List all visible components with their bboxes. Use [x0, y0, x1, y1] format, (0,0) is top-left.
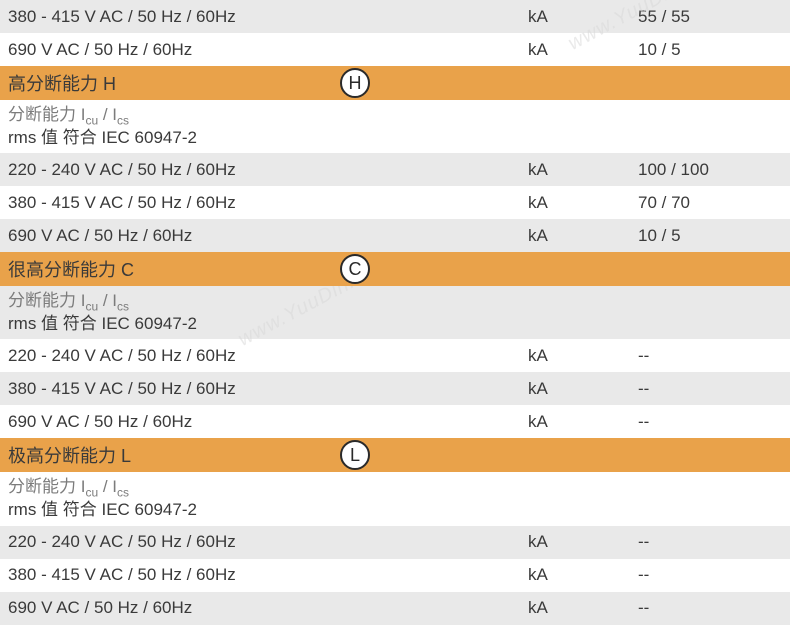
row-unit: kA [528, 598, 638, 618]
row-label: 690 V AC / 50 Hz / 60Hz [8, 598, 528, 618]
badge-h-icon: H [340, 68, 370, 98]
table-row: 690 V AC / 50 Hz / 60Hz kA -- [0, 592, 790, 625]
row-label: 380 - 415 V AC / 50 Hz / 60Hz [8, 379, 528, 399]
table-row: 690 V AC / 50 Hz / 60Hz kA 10 / 5 [0, 219, 790, 252]
section-title: 很高分断能力 C [8, 256, 134, 282]
subheader-sub: cs [117, 113, 129, 127]
row-unit: kA [528, 565, 638, 585]
section-title: 极高分断能力 L [8, 442, 131, 468]
row-unit: kA [528, 412, 638, 432]
row-value: 10 / 5 [638, 40, 782, 60]
row-value: -- [638, 379, 782, 399]
row-label: 380 - 415 V AC / 50 Hz / 60Hz [8, 7, 528, 27]
table-row: 220 - 240 V AC / 50 Hz / 60Hz kA -- [0, 339, 790, 372]
subheader-part: / I [98, 291, 117, 310]
row-value: 70 / 70 [638, 193, 782, 213]
subheader-part: 分断能力 I [8, 291, 85, 310]
subheader-text: 分断能力 Icu / Ics rms 值 符合 IEC 60947-2 [8, 477, 197, 520]
subheader-part: 分断能力 I [8, 477, 85, 496]
table-row: 690 V AC / 50 Hz / 60Hz kA 10 / 5 [0, 33, 790, 66]
table-row: 380 - 415 V AC / 50 Hz / 60Hz kA 55 / 55 [0, 0, 790, 33]
row-unit: kA [528, 193, 638, 213]
subheader-line2: rms 值 符合 IEC 60947-2 [8, 500, 197, 519]
section-title: 高分断能力 H [8, 70, 116, 96]
row-value: -- [638, 598, 782, 618]
subheader-text: 分断能力 Icu / Ics rms 值 符合 IEC 60947-2 [8, 105, 197, 148]
subheader-sub: cu [85, 113, 98, 127]
subheader-row: 分断能力 Icu / Ics rms 值 符合 IEC 60947-2 [0, 472, 790, 525]
subheader-part: / I [98, 105, 117, 124]
row-label: 220 - 240 V AC / 50 Hz / 60Hz [8, 346, 528, 366]
page: www.YuuDin.com www.YuuDin.com 380 - 415 … [0, 0, 790, 625]
spec-table: 380 - 415 V AC / 50 Hz / 60Hz kA 55 / 55… [0, 0, 790, 625]
subheader-row: 分断能力 Icu / Ics rms 值 符合 IEC 60947-2 [0, 286, 790, 339]
section-header-h: 高分断能力 H H [0, 66, 790, 100]
section-header-l: 极高分断能力 L L [0, 438, 790, 472]
table-row: 220 - 240 V AC / 50 Hz / 60Hz kA -- [0, 526, 790, 559]
subheader-sub: cs [117, 300, 129, 314]
row-unit: kA [528, 379, 638, 399]
row-value: 100 / 100 [638, 160, 782, 180]
table-row: 380 - 415 V AC / 50 Hz / 60Hz kA 70 / 70 [0, 186, 790, 219]
subheader-sub: cu [85, 486, 98, 500]
badge-c-icon: C [340, 254, 370, 284]
row-label: 220 - 240 V AC / 50 Hz / 60Hz [8, 160, 528, 180]
table-row: 220 - 240 V AC / 50 Hz / 60Hz kA 100 / 1… [0, 153, 790, 186]
row-label: 690 V AC / 50 Hz / 60Hz [8, 226, 528, 246]
subheader-line2: rms 值 符合 IEC 60947-2 [8, 128, 197, 147]
row-value: -- [638, 565, 782, 585]
section-header-c: 很高分断能力 C C [0, 252, 790, 286]
table-row: 380 - 415 V AC / 50 Hz / 60Hz kA -- [0, 372, 790, 405]
subheader-text: 分断能力 Icu / Ics rms 值 符合 IEC 60947-2 [8, 291, 197, 334]
row-unit: kA [528, 532, 638, 552]
row-label: 690 V AC / 50 Hz / 60Hz [8, 40, 528, 60]
row-value: -- [638, 532, 782, 552]
row-value: -- [638, 346, 782, 366]
row-label: 380 - 415 V AC / 50 Hz / 60Hz [8, 565, 528, 585]
row-unit: kA [528, 346, 638, 366]
row-label: 380 - 415 V AC / 50 Hz / 60Hz [8, 193, 528, 213]
subheader-sub: cu [85, 300, 98, 314]
row-label: 690 V AC / 50 Hz / 60Hz [8, 412, 528, 432]
badge-l-icon: L [340, 440, 370, 470]
row-value: 55 / 55 [638, 7, 782, 27]
row-value: -- [638, 412, 782, 432]
row-unit: kA [528, 40, 638, 60]
row-value: 10 / 5 [638, 226, 782, 246]
subheader-line2: rms 值 符合 IEC 60947-2 [8, 314, 197, 333]
subheader-row: 分断能力 Icu / Ics rms 值 符合 IEC 60947-2 [0, 100, 790, 153]
subheader-part: 分断能力 I [8, 105, 85, 124]
table-row: 690 V AC / 50 Hz / 60Hz kA -- [0, 405, 790, 438]
row-unit: kA [528, 160, 638, 180]
row-unit: kA [528, 226, 638, 246]
row-label: 220 - 240 V AC / 50 Hz / 60Hz [8, 532, 528, 552]
subheader-part: / I [98, 477, 117, 496]
row-unit: kA [528, 7, 638, 27]
subheader-sub: cs [117, 486, 129, 500]
table-row: 380 - 415 V AC / 50 Hz / 60Hz kA -- [0, 559, 790, 592]
